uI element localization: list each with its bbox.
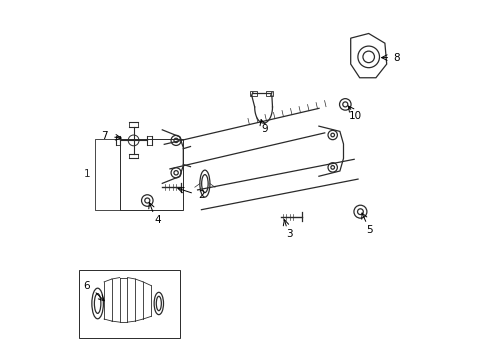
Text: 3: 3	[285, 229, 292, 239]
Text: 4: 4	[154, 215, 161, 225]
Bar	[79, 270, 179, 338]
Bar	[120, 139, 183, 210]
Bar	[265, 91, 273, 96]
Bar	[250, 91, 257, 96]
Text: 6: 6	[83, 281, 90, 291]
Text: 7: 7	[102, 131, 108, 141]
Text: 9: 9	[261, 124, 267, 134]
Text: 2: 2	[198, 190, 205, 200]
Text: 1: 1	[83, 170, 90, 179]
Text: 5: 5	[366, 225, 372, 235]
Text: 10: 10	[348, 111, 361, 121]
Text: 8: 8	[392, 53, 399, 63]
